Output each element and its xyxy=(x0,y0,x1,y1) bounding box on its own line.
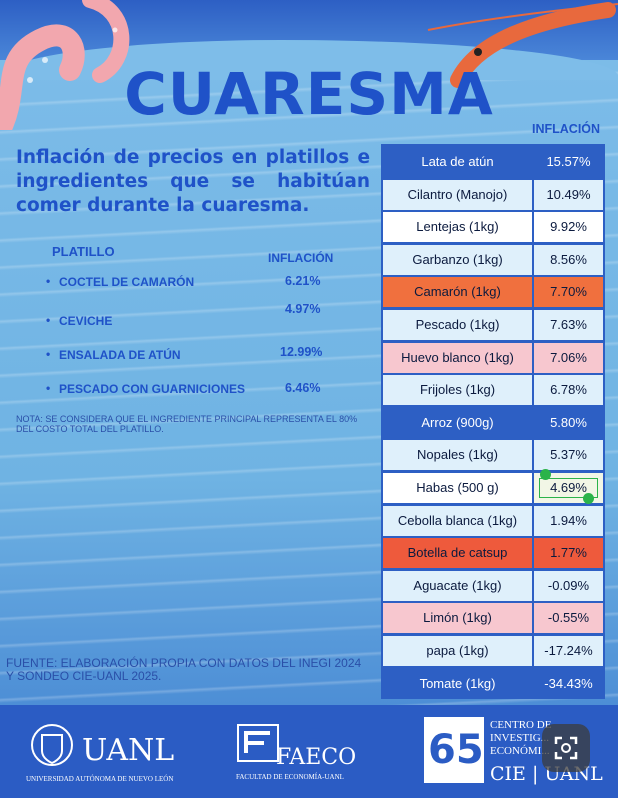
table-cell-value: -0.55% xyxy=(534,603,603,634)
table-cell-item: Lentejas (1kg) xyxy=(383,212,532,243)
bullet: • xyxy=(46,347,51,361)
table-row: Lentejas (1kg) 9.92% xyxy=(383,212,603,243)
octopus-icon xyxy=(0,0,130,130)
list-item: • PESCADO CON GUARNICIONES xyxy=(46,381,346,399)
table-cell-item: Nopales (1kg) xyxy=(383,440,532,471)
dish-name: ENSALADA DE ATÚN xyxy=(59,348,181,362)
table-row: Frijoles (1kg) 6.78% xyxy=(383,375,603,406)
dish-header-name: PLATILLO xyxy=(52,244,115,259)
uanl-logo: UANL xyxy=(82,733,175,768)
table-row: Cebolla blanca (1kg) 1.94% xyxy=(383,505,603,536)
cie-line: INVESTIG... xyxy=(490,732,549,744)
faeco-emblem-icon xyxy=(237,724,279,762)
table-cell-value: 6.78% xyxy=(534,375,603,406)
table-cell-item: Botella de catsup xyxy=(383,538,532,569)
dish-value: 6.46% xyxy=(285,381,321,395)
table-cell-value: 8.56% xyxy=(534,244,603,275)
footer-logos: UANL UNIVERSIDAD AUTÓNOMA DE NUEVO LEÓN … xyxy=(0,705,618,798)
scan-icon xyxy=(554,736,578,760)
table-row: Arroz (900g) 5.80% xyxy=(383,407,603,438)
table-cell-value: 7.70% xyxy=(534,277,603,308)
list-item: • CEVICHE xyxy=(46,313,346,331)
table-cell-item: Garbanzo (1kg) xyxy=(383,244,532,275)
table-cell-item: Limón (1kg) xyxy=(383,603,532,634)
table-row: Pescado (1kg) 7.63% xyxy=(383,310,603,340)
table-row: papa (1kg) -17.24% xyxy=(383,636,603,666)
inflation-column-label: INFLACIÓN xyxy=(532,122,601,136)
table-cell-value: 10.49% xyxy=(534,179,603,210)
dish-name: CEVICHE xyxy=(59,314,113,328)
cie-line: CENTRO DE xyxy=(490,719,552,731)
table-row: Nopales (1kg) 5.37% xyxy=(383,440,603,471)
list-item: • COCTEL DE CAMARÓN xyxy=(46,274,346,292)
table-cell-value: 5.80% xyxy=(534,407,603,438)
table-cell-item: Arroz (900g) xyxy=(383,407,532,438)
table-cell-item: Cebolla blanca (1kg) xyxy=(383,505,532,536)
selection-handle[interactable] xyxy=(583,493,594,504)
cie-number: 65 xyxy=(428,727,484,773)
table-cell-item: Tomate (1kg) xyxy=(383,668,532,699)
table-row: Lata de atún 15.57% xyxy=(383,147,603,177)
dish-name: COCTEL DE CAMARÓN xyxy=(59,275,195,289)
shrimp-icon xyxy=(427,2,618,88)
table-cell-value: 15.57% xyxy=(534,147,603,177)
table-row: Botella de catsup 1.77% xyxy=(383,538,603,569)
table-cell-item: Aguacate (1kg) xyxy=(383,570,532,601)
table-cell-value: -0.09% xyxy=(534,570,603,601)
cie-line: ECONÓMI... xyxy=(490,745,550,757)
table-cell-item: Cilantro (Manojo) xyxy=(383,179,532,210)
table-cell-item: papa (1kg) xyxy=(383,636,532,666)
faeco-logo: FAECO xyxy=(276,745,357,770)
table-cell-value: 1.77% xyxy=(534,538,603,569)
list-item: • ENSALADA DE ATÚN xyxy=(46,347,346,365)
bullet: • xyxy=(46,381,51,395)
table-cell-item: Pescado (1kg) xyxy=(383,310,532,340)
table-cell-item: Lata de atún xyxy=(383,147,532,177)
table-row: Cilantro (Manojo) 10.49% xyxy=(383,179,603,210)
selection-handle[interactable] xyxy=(540,469,551,480)
dish-name: PESCADO CON GUARNICIONES xyxy=(59,382,246,396)
dish-value: 4.97% xyxy=(285,302,321,316)
uanl-caption: UNIVERSIDAD AUTÓNOMA DE NUEVO LEÓN xyxy=(26,775,174,783)
source-note: FUENTE: ELABORACIÓN PROPIA CON DATOS DEL… xyxy=(6,656,362,683)
table-cell-value: 7.63% xyxy=(534,310,603,340)
note: NOTA: SE CONSIDERA QUE EL INGREDIENTE PR… xyxy=(16,414,358,434)
subtitle: Inflación de precios en platillos e ingr… xyxy=(16,147,370,216)
bullet: • xyxy=(46,313,51,327)
table-cell-item: Camarón (1kg) xyxy=(383,277,532,308)
table-cell-item: Habas (500 g) xyxy=(383,473,532,503)
table-row: Huevo blanco (1kg) 7.06% xyxy=(383,342,603,373)
bullet: • xyxy=(46,274,51,288)
table-cell-value: 5.37% xyxy=(534,440,603,471)
page-title: CUARESMA xyxy=(124,60,494,128)
table-cell-item: Huevo blanco (1kg) xyxy=(383,342,532,373)
dish-value: 12.99% xyxy=(280,345,323,359)
uanl-seal-icon xyxy=(31,724,73,766)
table-row: Camarón (1kg) 7.70% xyxy=(383,277,603,308)
table-cell-item: Frijoles (1kg) xyxy=(383,375,532,406)
table-cell-value: 7.06% xyxy=(534,342,603,373)
screenshot-lens-icon[interactable] xyxy=(542,724,590,772)
dish-value: 6.21% xyxy=(285,274,321,288)
inflation-table: Lata de atún 15.57% Cilantro (Manojo) 10.49… xyxy=(381,144,605,699)
table-cell-value: 1.94% xyxy=(534,505,603,536)
table-cell-value: 9.92% xyxy=(534,212,603,243)
table-cell-value: -17.24% xyxy=(534,636,603,666)
table-row: Aguacate (1kg) -0.09% xyxy=(383,570,603,601)
table-row: Garbanzo (1kg) 8.56% xyxy=(383,244,603,275)
table-cell-value: -34.43% xyxy=(534,668,603,699)
dish-header-value: INFLACIÓN xyxy=(268,251,334,265)
table-row: Habas (500 g) 4.69% xyxy=(383,473,603,503)
table-row: Tomate (1kg) -34.43% xyxy=(383,668,603,699)
cie-emblem-icon: 65 xyxy=(424,717,484,783)
table-row: Limón (1kg) -0.55% xyxy=(383,603,603,634)
faeco-caption: FACULTAD DE ECONOMÍA-UANL xyxy=(236,773,344,781)
